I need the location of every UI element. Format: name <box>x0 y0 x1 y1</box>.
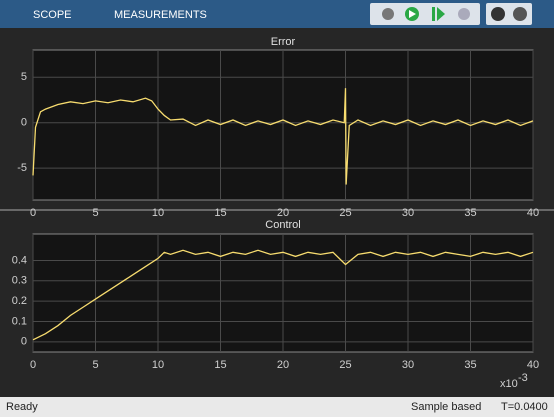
stop-button[interactable] <box>458 8 470 20</box>
status-state: Ready <box>6 401 38 413</box>
run-icon <box>409 10 416 18</box>
more-button[interactable] <box>513 7 527 21</box>
x-tick-label: 30 <box>402 359 414 371</box>
signal-line <box>32 88 534 185</box>
status-mode: Sample based <box>411 401 481 413</box>
x-tick-label: 10 <box>152 359 164 371</box>
y-tick-label: 0.3 <box>12 275 27 287</box>
plot-title: Control <box>265 219 300 231</box>
x-tick-label: 0 <box>30 359 36 371</box>
x-tick-label: 30 <box>402 207 414 219</box>
status-bar <box>0 397 554 417</box>
signal-line <box>32 249 534 341</box>
step-back-button[interactable] <box>382 8 394 20</box>
x-tick-label: 40 <box>527 359 539 371</box>
step-forward-icon <box>437 7 445 21</box>
plot-title: Error <box>271 36 296 48</box>
x-tick-label: 5 <box>92 207 98 219</box>
y-tick-label: 0.4 <box>12 254 27 266</box>
x-tick-label: 35 <box>464 359 476 371</box>
x-tick-label: 40 <box>527 207 539 219</box>
help-button[interactable] <box>491 7 505 21</box>
x-multiplier: x10 <box>500 378 518 390</box>
x-tick-label: 35 <box>464 207 476 219</box>
y-tick-label: 5 <box>21 71 27 83</box>
x-tick-label: 20 <box>277 359 289 371</box>
tab-measurements[interactable]: MEASUREMENTS <box>114 9 207 21</box>
y-tick-label: 0 <box>21 336 27 348</box>
x-tick-label: 5 <box>92 359 98 371</box>
x-exponent: -3 <box>518 372 528 384</box>
tab-scope[interactable]: SCOPE <box>33 9 72 21</box>
status-time: T=0.0400 <box>501 401 548 413</box>
y-tick-label: 0 <box>21 117 27 129</box>
y-tick-label: -5 <box>17 162 27 174</box>
y-tick-label: 0.2 <box>12 295 27 307</box>
step-forward-button[interactable] <box>432 7 435 21</box>
run-controls <box>370 3 480 25</box>
x-tick-label: 10 <box>152 207 164 219</box>
x-tick-label: 25 <box>339 207 351 219</box>
x-tick-label: 0 <box>30 207 36 219</box>
x-tick-label: 15 <box>214 359 226 371</box>
x-tick-label: 20 <box>277 207 289 219</box>
x-tick-label: 25 <box>339 359 351 371</box>
y-tick-label: 0.1 <box>12 315 27 327</box>
x-tick-label: 15 <box>214 207 226 219</box>
